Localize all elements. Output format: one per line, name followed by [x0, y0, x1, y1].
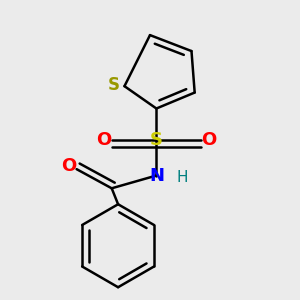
Text: N: N [149, 167, 164, 184]
Text: S: S [150, 131, 163, 149]
Text: O: O [61, 157, 76, 175]
Text: S: S [107, 76, 119, 94]
Text: O: O [201, 131, 217, 149]
Text: O: O [96, 131, 111, 149]
Text: H: H [176, 169, 188, 184]
